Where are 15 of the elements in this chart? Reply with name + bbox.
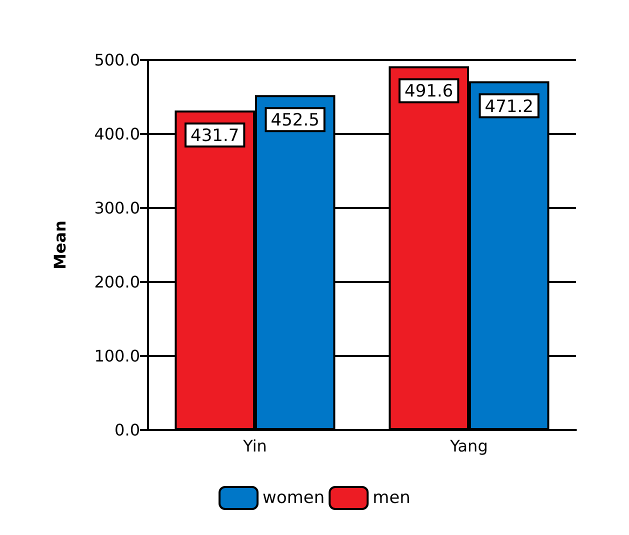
y-tick-label: 200.0 [94, 272, 140, 292]
legend-label: men [372, 488, 410, 508]
data-label: 491.6 [404, 82, 454, 102]
x-tick-label: Yin [242, 436, 267, 456]
y-axis-title: Mean [50, 220, 70, 270]
legend-label: women [262, 488, 325, 508]
data-label: 431.7 [190, 126, 240, 146]
data-label: 471.2 [484, 96, 534, 117]
y-tick-label: 100.0 [94, 346, 140, 366]
data-label: 452.5 [270, 110, 320, 131]
y-tick-label: 400.0 [94, 124, 140, 144]
y-tick-label: 0.0 [114, 420, 140, 440]
x-tick-label: Yang [449, 436, 488, 456]
y-tick-label: 300.0 [94, 198, 140, 218]
y-tick-label: 500.0 [94, 50, 140, 70]
